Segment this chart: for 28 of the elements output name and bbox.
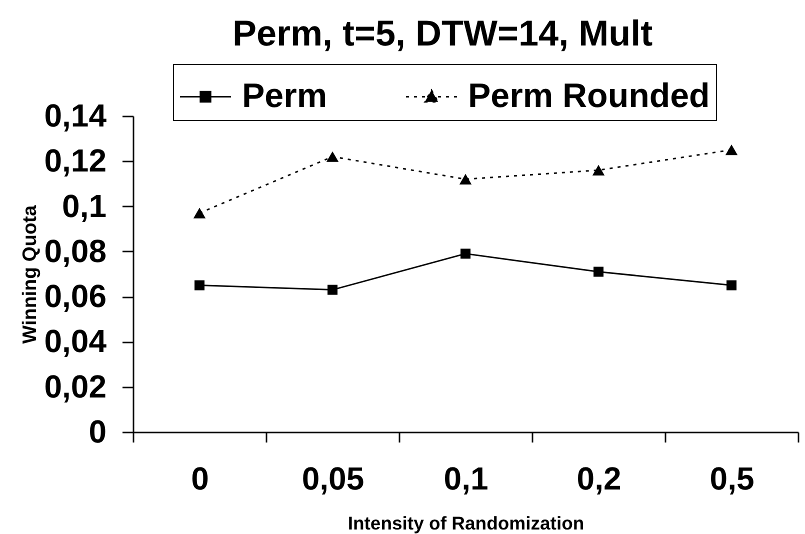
x-tick-label: 0,2 [576,460,622,496]
point [725,144,738,156]
point [592,164,605,176]
point [594,266,604,277]
x-tick-label: 0 [191,460,209,496]
x-tick-label: 0,5 [710,460,754,496]
point [460,248,470,259]
y-tick-label: 0,06 [44,278,106,314]
y-tick-label: 0,02 [44,368,106,404]
point [194,280,204,290]
legend-label: Perm [242,76,328,115]
y-tick-label: 0,04 [44,323,107,360]
x-tick-label: 0,05 [302,460,364,496]
chart-title: Perm, t=5, DTW=14, Mult [232,12,653,54]
y-tick-label: 0,1 [62,188,106,224]
y-tick-label: 0,08 [44,232,106,269]
point [459,174,472,185]
y-tick-label: 0,12 [44,142,106,179]
y-tick-label: 0 [88,414,106,450]
x-tick-label: 0,1 [444,460,488,496]
point [726,280,736,290]
x-axis-title: Intensity of Randomization [348,512,584,534]
point [193,208,206,218]
point [326,151,339,162]
point [328,284,338,295]
legend-label: Perm Rounded [468,76,710,115]
y-tick-label: 0,14 [44,98,107,134]
y-axis-title: Winning Quota [19,205,42,344]
